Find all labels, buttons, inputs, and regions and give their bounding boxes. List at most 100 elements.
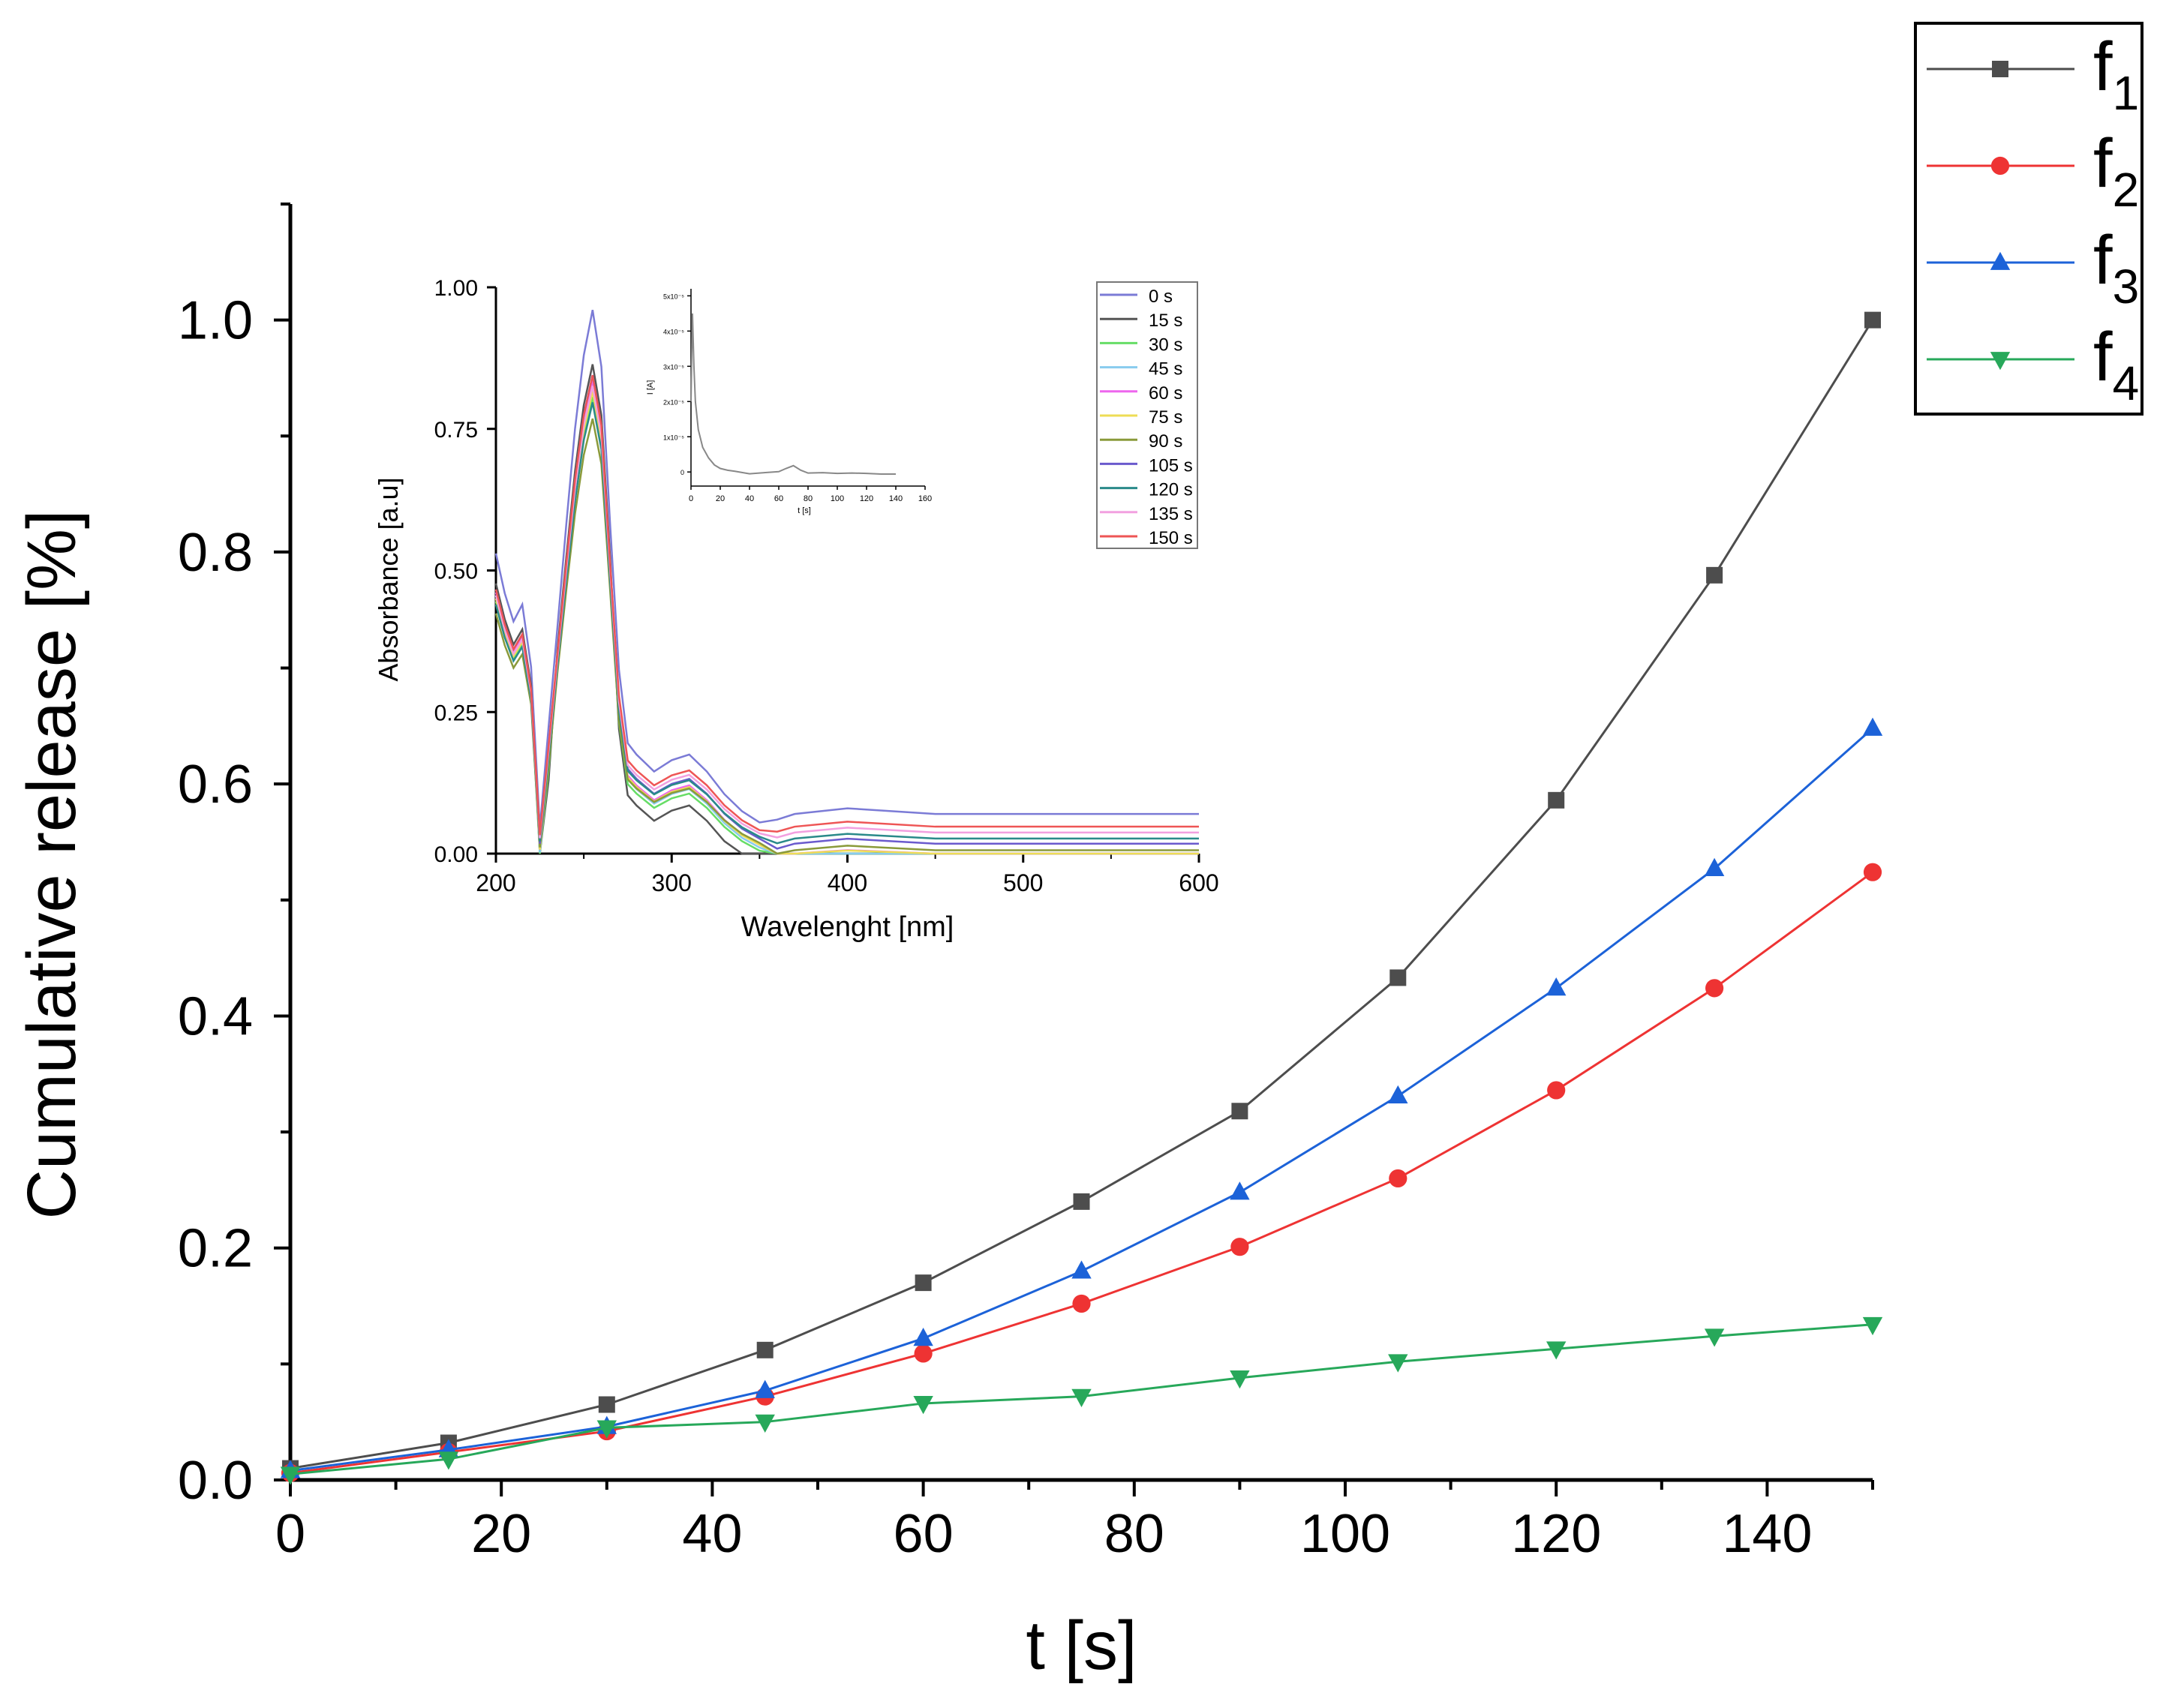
data-point <box>1863 863 1882 881</box>
small-y-tick-label: 1x10⁻⁵ <box>663 434 684 441</box>
inset-legend-label: 30 s <box>1149 335 1182 355</box>
data-point <box>596 1420 617 1439</box>
data-point <box>1388 1354 1408 1373</box>
inset-legend-label: 90 s <box>1149 431 1182 452</box>
x-tick-label: 60 <box>894 1504 954 1564</box>
data-point <box>1546 977 1567 996</box>
data-point <box>913 1396 933 1415</box>
inset-x-tick-label: 400 <box>828 869 867 896</box>
data-point <box>1546 1341 1567 1360</box>
y-tick-label: 0.2 <box>178 1219 253 1279</box>
legend-marker <box>1992 61 2008 77</box>
y-axis-label: Cumulative release [%] <box>14 510 90 1220</box>
inset-legend-label: 150 s <box>1149 528 1193 548</box>
inset-legend-item: 30 s <box>1100 335 1182 355</box>
legend-box <box>1914 22 2143 416</box>
legend-label: f2 <box>2093 125 2139 217</box>
legend-label-name: f <box>2093 222 2113 299</box>
inset-x-tick-label: 200 <box>476 869 515 896</box>
small-y-tick-label: 4x10⁻⁵ <box>663 328 684 335</box>
spectrum-curve <box>494 374 1199 836</box>
spectrum-curve <box>494 386 1199 839</box>
small-x-tick-label: 160 <box>918 494 932 503</box>
small-y-axis-label: I [A] <box>646 380 655 395</box>
inset-x-tick-label: 300 <box>652 869 692 896</box>
inset-x-axis-label: Wavelenght [nm] <box>741 911 954 943</box>
data-point <box>1072 1294 1091 1313</box>
y-tick-label: 0.6 <box>178 755 253 815</box>
current-curve <box>690 313 896 476</box>
inset-legend-item: 135 s <box>1100 504 1193 524</box>
small-x-tick-label: 40 <box>745 494 754 503</box>
y-tick-label: 0.0 <box>178 1451 253 1511</box>
data-point <box>1230 1238 1249 1256</box>
small-x-tick-label: 100 <box>831 494 844 503</box>
spectrum-curve <box>494 418 1199 855</box>
data-point <box>1862 1316 1883 1336</box>
legend-label: f4 <box>2093 319 2139 410</box>
small-x-tick-label: 20 <box>716 494 725 503</box>
data-point <box>280 1466 301 1485</box>
small-y-tick-label: 5x10⁻⁵ <box>663 293 684 300</box>
data-point <box>915 1274 932 1292</box>
data-point <box>755 1379 775 1398</box>
data-point <box>1548 791 1565 809</box>
x-tick-label: 120 <box>1511 1504 1601 1564</box>
inset-legend-label: 120 s <box>1149 480 1193 500</box>
inset-legend-label: 0 s <box>1149 287 1173 307</box>
y-tick-label: 0.8 <box>178 523 253 583</box>
inset-legend-label: 15 s <box>1149 311 1182 331</box>
x-tick-label: 100 <box>1300 1504 1390 1564</box>
inset-legend-item: 75 s <box>1100 407 1182 428</box>
legend-item: f1 <box>1927 29 2139 120</box>
inset-legend-label: 75 s <box>1149 407 1182 428</box>
data-point <box>1547 1081 1566 1100</box>
data-point <box>1230 1181 1250 1200</box>
data-point <box>755 1414 775 1433</box>
legend-label-name: f <box>2093 125 2113 202</box>
inset-y-tick-label: 1.00 <box>434 276 478 301</box>
data-point <box>1705 979 1724 998</box>
legend-marker <box>1990 352 2011 371</box>
inset-legend-item: 120 s <box>1100 480 1193 500</box>
data-point <box>756 1341 774 1358</box>
data-point <box>1073 1193 1090 1210</box>
inset-legend-item: 90 s <box>1100 431 1182 452</box>
legend-label-subscript: 2 <box>2113 163 2140 217</box>
inset-spectra-curves <box>494 309 1199 855</box>
y-tick-label: 1.0 <box>178 291 253 351</box>
data-point <box>914 1344 933 1363</box>
legend-label: f3 <box>2093 222 2139 314</box>
inset-legend-item: 45 s <box>1100 359 1182 380</box>
legend-marker <box>1990 156 2010 176</box>
inset-legend-item: 0 s <box>1100 287 1173 307</box>
small-x-tick-label: 60 <box>774 494 783 503</box>
data-point <box>1706 566 1723 584</box>
inset-legend-item: 150 s <box>1100 528 1193 548</box>
inset-legend-label: 135 s <box>1149 504 1193 524</box>
inset-y-tick-label: 0.00 <box>434 842 478 867</box>
x-tick-label: 40 <box>682 1504 742 1564</box>
data-point <box>1704 857 1725 876</box>
small-x-tick-label: 120 <box>860 494 873 503</box>
inset-y-tick-label: 0.50 <box>434 560 478 584</box>
data-point <box>598 1396 615 1413</box>
data-point <box>1862 717 1883 736</box>
inset-legend-item: 60 s <box>1100 383 1182 404</box>
y-tick-label: 0.4 <box>178 986 253 1046</box>
data-point <box>1388 1085 1408 1104</box>
inset-legend-item: 105 s <box>1100 455 1193 476</box>
data-point <box>1230 1370 1250 1389</box>
small-x-tick-label: 140 <box>889 494 903 503</box>
small-x-tick-label: 0 <box>689 494 693 503</box>
inset-spectra-chart: 200 300 400 500 6000.000.250.500.751.00Wavel… <box>373 276 1219 943</box>
small-y-tick-label: 2x10⁻⁵ <box>663 398 684 406</box>
inset-x-tick-label: 500 <box>1003 869 1043 896</box>
x-tick-label: 80 <box>1104 1504 1164 1564</box>
inset-legend-item: 15 s <box>1100 311 1182 331</box>
legend-label-name: f <box>2093 319 2113 395</box>
data-point <box>1389 969 1407 986</box>
